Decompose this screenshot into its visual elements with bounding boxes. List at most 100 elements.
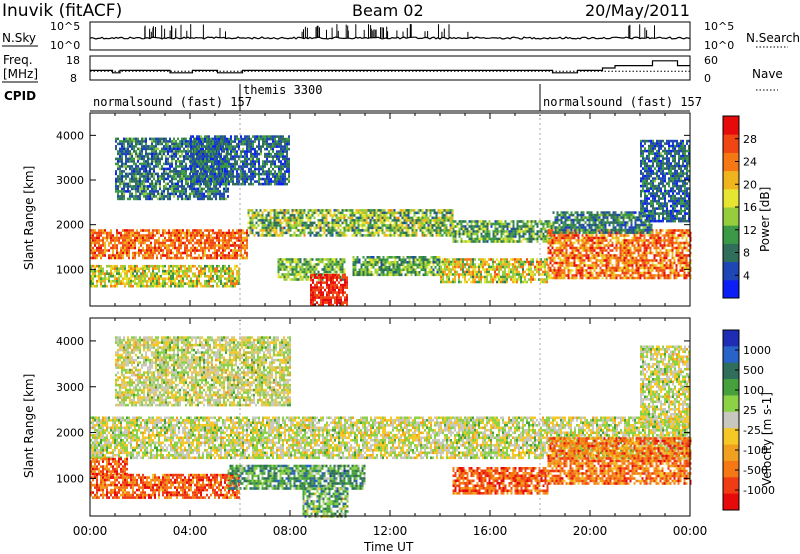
echo-cell <box>330 258 332 261</box>
echo-cell <box>402 209 404 212</box>
echo-cell <box>519 228 521 231</box>
echo-cell <box>378 234 380 237</box>
echo-cell <box>136 239 138 242</box>
echo-cell <box>178 234 180 237</box>
echo-cell <box>92 229 94 232</box>
echo-cell <box>96 280 98 283</box>
echo-cell <box>453 223 455 226</box>
echo-cell <box>212 232 214 235</box>
echo-cell <box>442 222 444 225</box>
echo-cell <box>148 244 150 247</box>
echo-cell <box>120 265 122 268</box>
echo-cell <box>328 232 330 235</box>
echo-cell <box>426 217 428 220</box>
echo-cell <box>455 220 457 223</box>
echo-cell <box>296 268 298 271</box>
echo-cell <box>436 217 438 220</box>
echo-cell <box>160 247 162 250</box>
echo-cell <box>158 237 160 240</box>
echo-cell <box>120 280 122 283</box>
echo-cell <box>178 282 180 285</box>
echo-cell <box>226 272 228 275</box>
echo-cell <box>446 212 448 215</box>
echo-cell <box>124 239 126 242</box>
echo-cell <box>290 222 292 225</box>
echo-cell <box>248 209 250 212</box>
echo-cell <box>256 209 258 212</box>
echo-cell <box>172 280 174 283</box>
echo-cell <box>362 222 364 225</box>
echo-cell <box>224 244 226 247</box>
echo-cell <box>450 224 452 227</box>
echo-cell <box>282 212 284 215</box>
echo-cell <box>450 229 452 232</box>
echo-cell <box>442 224 444 227</box>
echo-cell <box>360 214 362 217</box>
echo-cell <box>388 227 390 230</box>
echo-cell <box>206 280 208 283</box>
echo-cell <box>336 261 338 264</box>
echo-cell <box>332 234 334 237</box>
echo-cell <box>164 285 166 288</box>
echo-cell <box>164 282 166 285</box>
echo-cell <box>142 277 144 280</box>
echo-cell <box>130 239 132 242</box>
echo-cell <box>280 266 282 269</box>
echo-cell <box>338 219 340 222</box>
echo-cell <box>340 214 342 217</box>
echo-cell <box>376 224 378 227</box>
echo-cell <box>386 214 388 217</box>
echo-cell <box>210 229 212 232</box>
echo-cell <box>146 275 148 278</box>
echo-cell <box>186 237 188 240</box>
echo-cell <box>100 257 102 260</box>
echo-cell <box>396 229 398 232</box>
echo-cell <box>491 225 493 228</box>
echo-cell <box>290 234 292 237</box>
echo-cell <box>96 285 98 288</box>
echo-cell <box>250 219 252 222</box>
echo-cell <box>224 234 226 237</box>
echo-cell <box>212 277 214 280</box>
echo-cell <box>154 267 156 270</box>
echo-cell <box>342 271 344 274</box>
echo-cell <box>204 252 206 255</box>
echo-cell <box>270 224 272 227</box>
echo-cell <box>194 229 196 232</box>
echo-cell <box>314 227 316 230</box>
echo-cell <box>200 272 202 275</box>
echo-cell <box>430 232 432 235</box>
echo-cell <box>328 209 330 212</box>
echo-cell <box>236 272 238 275</box>
echo-cell <box>404 227 406 230</box>
echo-cell <box>288 227 290 230</box>
echo-cell <box>202 249 204 252</box>
echo-cell <box>475 233 477 236</box>
echo-cell <box>198 234 200 237</box>
echo-cell <box>214 252 216 255</box>
echo-cell <box>112 237 114 240</box>
echo-cell <box>224 239 226 242</box>
echo-cell <box>206 285 208 288</box>
echo-cell <box>116 234 118 237</box>
beam-title: Beam 02 <box>352 1 424 20</box>
echo-cell <box>156 285 158 288</box>
echo-cell <box>262 229 264 232</box>
echo-cell <box>308 232 310 235</box>
echo-cell <box>146 244 148 247</box>
echo-cell <box>543 223 545 226</box>
echo-cell <box>505 238 507 241</box>
echo-cell <box>198 242 200 245</box>
echo-cell <box>290 278 292 281</box>
echo-cell <box>505 240 507 243</box>
echo-cell <box>310 224 312 227</box>
echo-cell <box>298 234 300 237</box>
echo-cell <box>473 230 475 233</box>
echo-cell <box>318 263 320 266</box>
echo-cell <box>302 268 304 271</box>
echo-cell <box>228 272 230 275</box>
echo-cell <box>222 237 224 240</box>
echo-cell <box>424 212 426 215</box>
echo-cell <box>178 229 180 232</box>
echo-cell <box>234 254 236 257</box>
